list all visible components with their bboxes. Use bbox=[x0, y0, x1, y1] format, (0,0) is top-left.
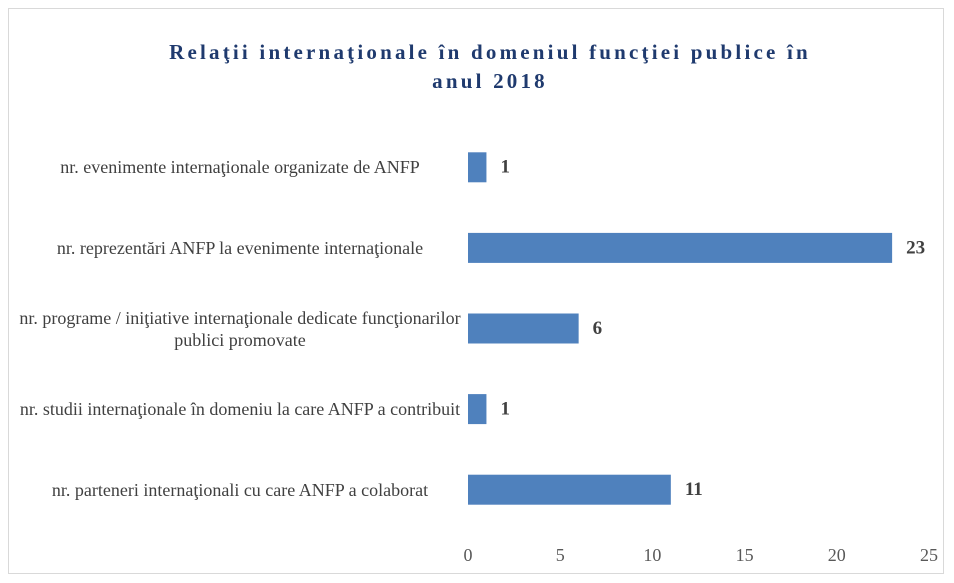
bar bbox=[468, 394, 487, 425]
data-label: 23 bbox=[906, 237, 925, 258]
chart-frame bbox=[8, 8, 944, 574]
data-label: 1 bbox=[500, 157, 510, 178]
y-tick-label: nr. programe / iniţiative internaţionale… bbox=[19, 307, 461, 350]
x-tick-label: 25 bbox=[920, 545, 938, 565]
y-tick-label: nr. reprezentări ANFP la evenimente inte… bbox=[56, 237, 424, 258]
bar bbox=[468, 474, 671, 505]
y-tick-label: nr. studii internaţionale în domeniu la … bbox=[19, 399, 461, 420]
chart-title: Relaţii internaţionale în domeniul funcţ… bbox=[169, 40, 811, 93]
x-tick-label: 15 bbox=[736, 545, 754, 565]
bar bbox=[468, 232, 893, 263]
y-tick-label: nr. evenimente internaţionale organizate… bbox=[60, 157, 420, 178]
data-label: 6 bbox=[593, 318, 603, 339]
x-tick-label: 0 bbox=[464, 545, 473, 565]
data-label: 1 bbox=[500, 398, 510, 419]
x-tick-label: 20 bbox=[828, 545, 846, 565]
bar bbox=[468, 313, 579, 344]
x-tick-label: 10 bbox=[643, 545, 661, 565]
x-tick-label: 5 bbox=[556, 545, 565, 565]
data-label: 11 bbox=[685, 479, 703, 500]
y-tick-label: nr. parteneri internaţionali cu care ANF… bbox=[51, 479, 429, 500]
bar bbox=[468, 152, 487, 183]
